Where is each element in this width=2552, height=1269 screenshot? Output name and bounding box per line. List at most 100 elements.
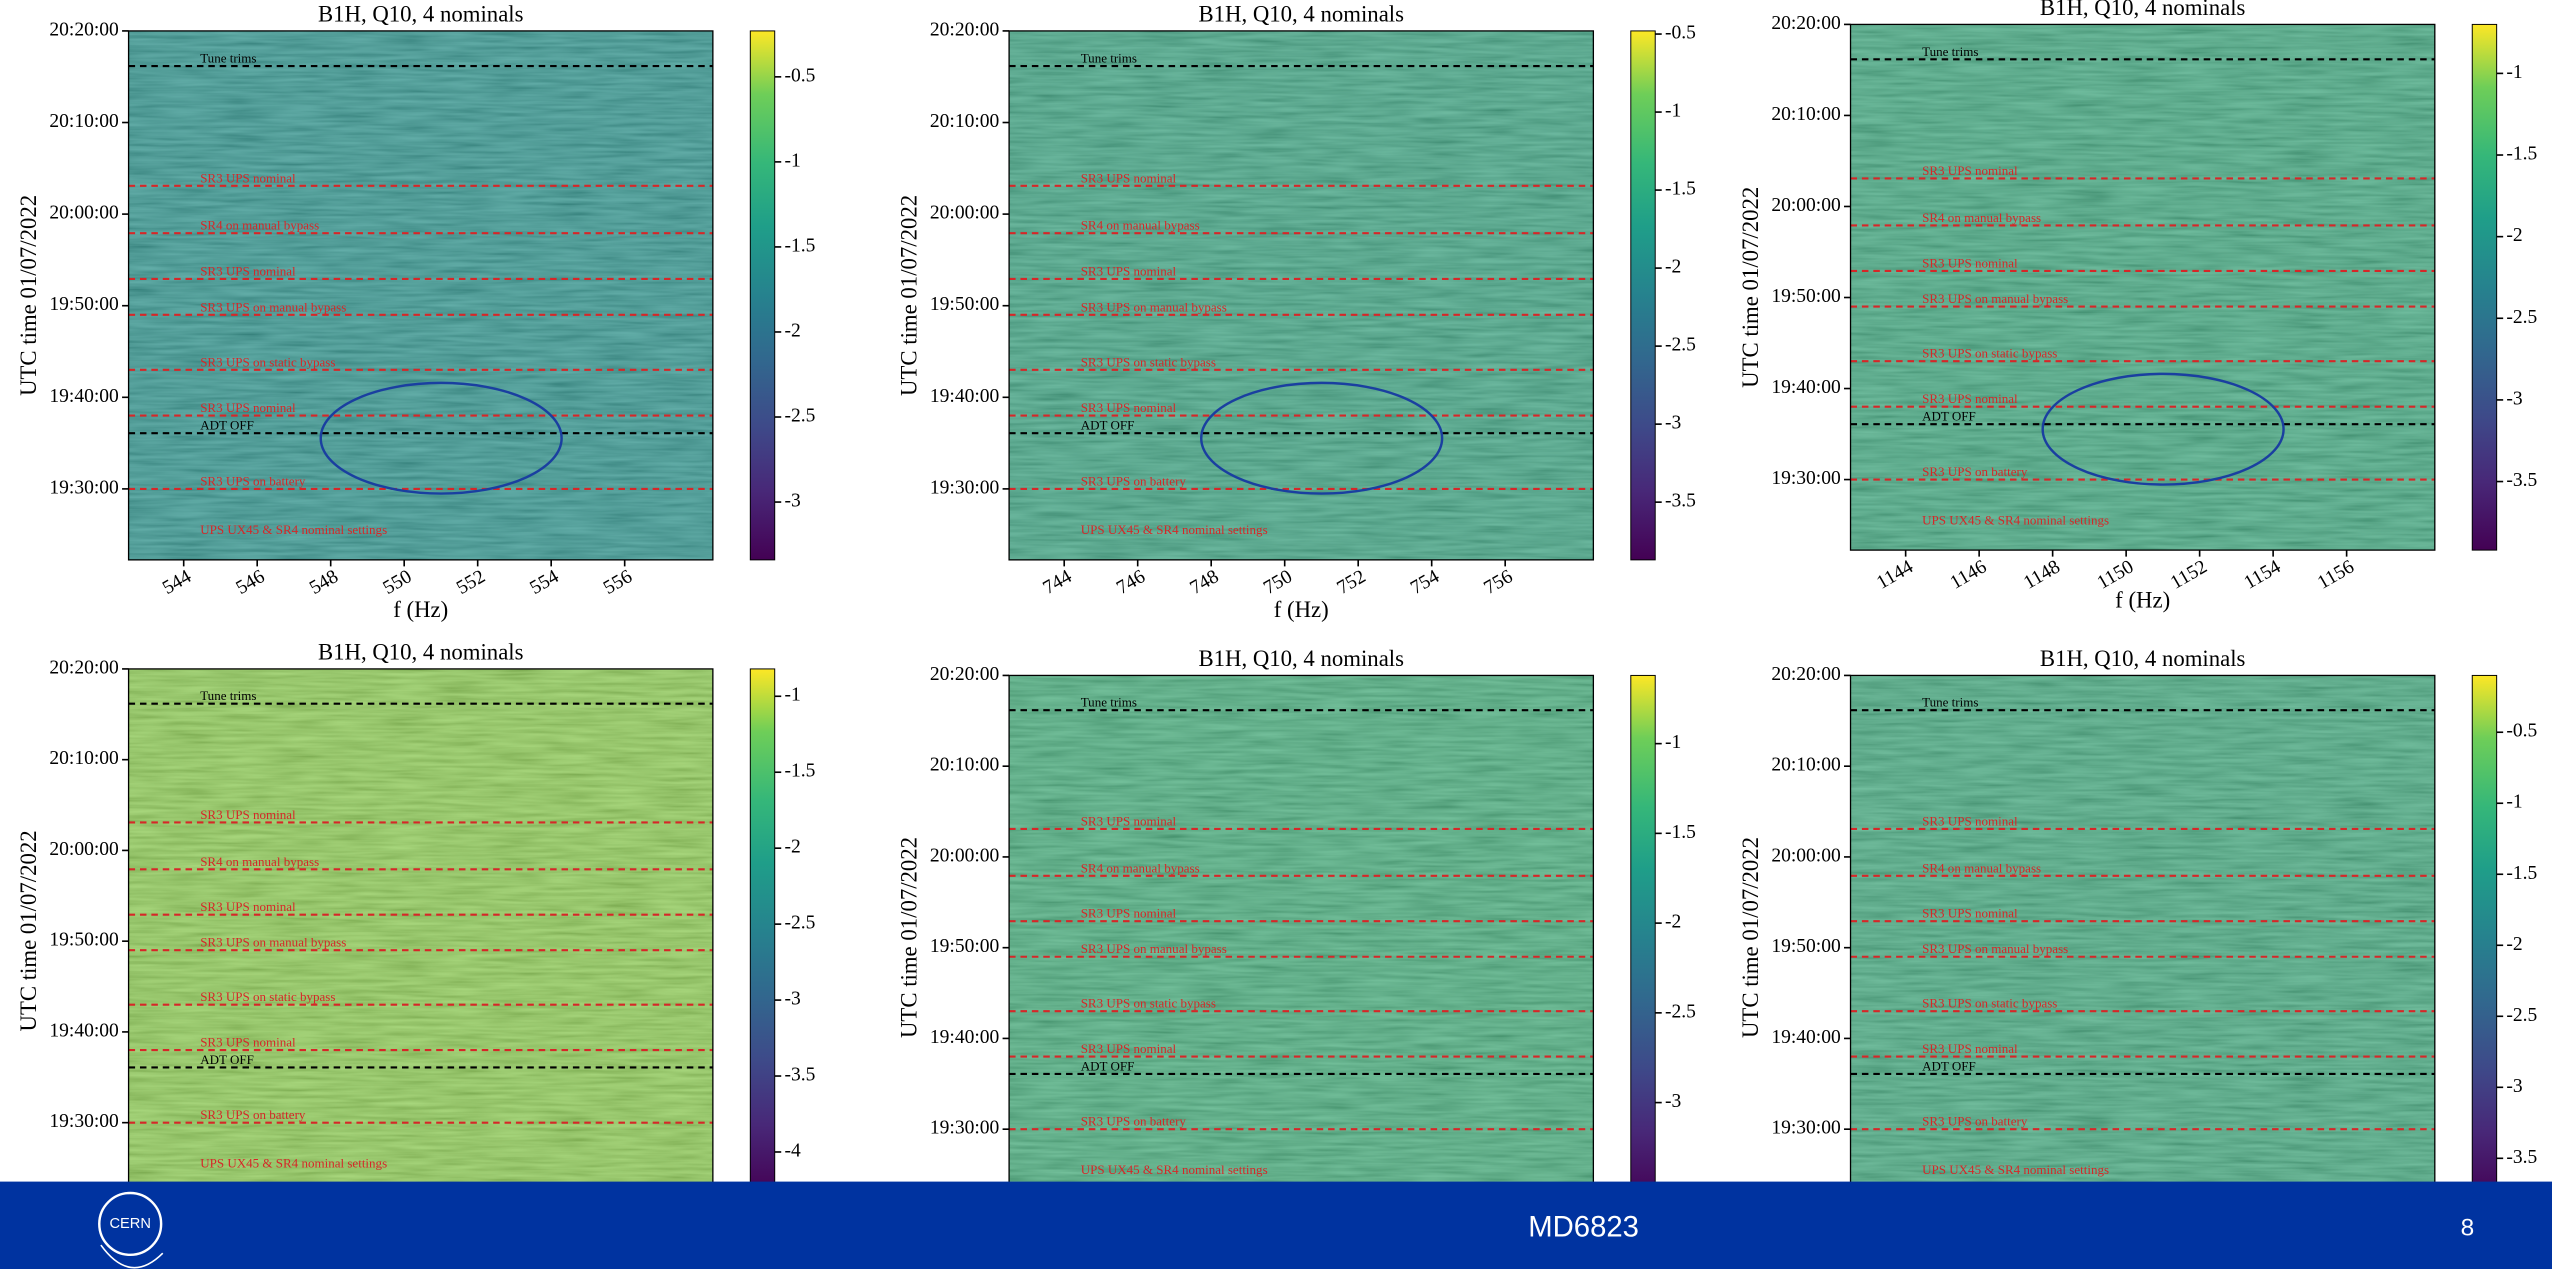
y-tick-label: 19:50:00: [930, 936, 1000, 957]
event-label: Tune trims: [1922, 695, 1978, 710]
colorbar-tick-label: -2.5: [1665, 335, 1696, 356]
y-tick-label: 19:50:00: [1771, 936, 1841, 957]
x-tick-label: 752: [1334, 566, 1370, 599]
colorbar-tick-label: -0.5: [784, 65, 815, 86]
event-label: ADT OFF: [1922, 1058, 1976, 1073]
colorbar-tick-label: -3: [1665, 1091, 1681, 1112]
y-axis-label: UTC time 01/07/2022: [16, 195, 41, 396]
colorbar: [1631, 675, 1655, 1199]
footer-label: MD6823: [1528, 1211, 1639, 1244]
y-tick-label: 19:30:00: [930, 1118, 1000, 1139]
event-label: SR3 UPS nominal: [1922, 255, 2018, 270]
y-tick-label: 20:10:00: [49, 748, 119, 769]
x-tick-label: 1144: [1873, 556, 1917, 593]
colorbar-tick-label: -2: [1665, 257, 1681, 278]
colorbar-tick-label: -2: [2506, 934, 2522, 955]
event-label: SR3 UPS nominal: [200, 899, 296, 914]
event-label: SR4 on manual bypass: [200, 854, 319, 869]
event-label: SR3 UPS nominal: [1081, 813, 1177, 828]
event-label: Tune trims: [1922, 44, 1978, 59]
y-tick-label: 19:40:00: [930, 1027, 1000, 1048]
y-tick-label: 19:50:00: [1771, 286, 1841, 307]
y-tick-label: 19:50:00: [49, 930, 119, 951]
page-number: 8: [2461, 1214, 2475, 1241]
y-tick-label: 20:20:00: [930, 664, 1000, 685]
colorbar-tick-label: -1.5: [2506, 144, 2537, 165]
colorbar-tick-label: -1: [2506, 62, 2522, 83]
y-tick-label: 20:00:00: [930, 845, 1000, 866]
x-axis-label: f (Hz): [2115, 587, 2170, 612]
chart-title: B1H, Q10, 4 nominals: [318, 640, 524, 665]
footer-bar: [0, 1182, 2552, 1269]
event-label: SR3 UPS on manual bypass: [200, 935, 346, 950]
event-label: SR3 UPS nominal: [200, 807, 296, 822]
event-label: SR3 UPS on static bypass: [1081, 354, 1216, 369]
y-tick-label: 20:20:00: [49, 19, 119, 40]
event-label: SR4 on manual bypass: [200, 218, 319, 233]
event-label: SR3 UPS on static bypass: [200, 354, 335, 369]
chart: B1H, Q10, 4 nominalsUTC time 01/07/2022f…: [16, 640, 815, 1256]
event-label: SR3 UPS nominal: [200, 170, 296, 185]
colorbar-tick-label: -1: [1665, 101, 1681, 122]
colorbar-tick-label: -2.5: [784, 405, 815, 426]
colorbar-tick-label: -1.5: [1665, 822, 1696, 843]
y-axis-label: UTC time 01/07/2022: [897, 195, 922, 396]
event-label: SR3 UPS nominal: [1922, 813, 2018, 828]
colorbar: [2472, 675, 2496, 1199]
colorbar-tick-label: -3.5: [2506, 1147, 2537, 1168]
y-tick-label: 20:00:00: [1771, 195, 1841, 216]
x-tick-label: 544: [159, 566, 195, 599]
x-tick-label: 548: [306, 566, 342, 599]
x-tick-label: 744: [1040, 566, 1076, 599]
colorbar-tick-label: -1: [2506, 792, 2522, 813]
event-label: SR4 on manual bypass: [1922, 210, 2041, 225]
y-axis-label: UTC time 01/07/2022: [1738, 837, 1763, 1038]
chart-title: B1H, Q10, 4 nominals: [1198, 646, 1404, 671]
colorbar: [1631, 31, 1655, 560]
colorbar-tick-label: -3.5: [1665, 491, 1696, 512]
y-axis-label: UTC time 01/07/2022: [897, 837, 922, 1038]
y-tick-label: 19:40:00: [49, 386, 119, 407]
x-tick-label: 748: [1187, 566, 1223, 599]
chart: B1H, Q10, 4 nominalsUTC time 01/07/2022f…: [897, 646, 1696, 1262]
event-label: SR3 UPS on battery: [1081, 473, 1187, 488]
colorbar-tick-label: -2.5: [784, 913, 815, 934]
event-label: UPS UX45 & SR4 nominal settings: [1922, 513, 2109, 528]
x-tick-label: 1156: [2314, 556, 2358, 593]
charts: B1H, Q10, 4 nominals UTC time 01/07/2022 f…: [16, 0, 2537, 1262]
event-label: UPS UX45 & SR4 nominal settings: [200, 522, 387, 537]
y-tick-label: 20:10:00: [1771, 104, 1841, 125]
event-label: ADT OFF: [1922, 409, 1976, 424]
colorbar-tick-label: -3: [2506, 388, 2522, 409]
chart-title: B1H, Q10, 4 nominals: [2040, 0, 2246, 20]
event-label: SR3 UPS on manual bypass: [200, 299, 346, 314]
chart: B1H, Q10, 4 nominalsUTC time 01/07/2022f…: [1738, 646, 2537, 1262]
event-label: SR3 UPS nominal: [1081, 906, 1177, 921]
y-tick-label: 19:40:00: [49, 1020, 119, 1041]
event-label: SR3 UPS on manual bypass: [1922, 941, 2068, 956]
event-label: SR3 UPS on battery: [1922, 464, 2028, 479]
colorbar-tick-label: -2: [1665, 912, 1681, 933]
y-tick-label: 20:00:00: [930, 203, 1000, 224]
event-label: SR3 UPS nominal: [1922, 391, 2018, 406]
event-label: SR4 on manual bypass: [1922, 860, 2041, 875]
colorbar: [2472, 24, 2496, 550]
event-label: SR3 UPS on battery: [200, 473, 306, 488]
y-axis-label: UTC time 01/07/2022: [1738, 187, 1763, 388]
event-label: SR4 on manual bypass: [1081, 218, 1200, 233]
event-label: Tune trims: [1081, 51, 1137, 66]
colorbar-tick-label: -2: [784, 837, 800, 858]
x-tick-label: 1146: [1947, 556, 1991, 593]
y-tick-label: 19:30:00: [930, 477, 1000, 498]
colorbar-tick-label: -1: [784, 150, 800, 171]
event-label: SR3 UPS nominal: [1081, 1041, 1177, 1056]
y-tick-label: 20:20:00: [930, 19, 1000, 40]
x-tick-label: 1152: [2167, 556, 2211, 593]
x-tick-label: 546: [233, 566, 269, 599]
event-label: SR3 UPS on manual bypass: [1081, 941, 1227, 956]
colorbar-tick-label: -0.5: [1665, 23, 1696, 44]
event-label: SR3 UPS nominal: [1081, 170, 1177, 185]
event-label: SR3 UPS on battery: [1922, 1114, 2028, 1129]
